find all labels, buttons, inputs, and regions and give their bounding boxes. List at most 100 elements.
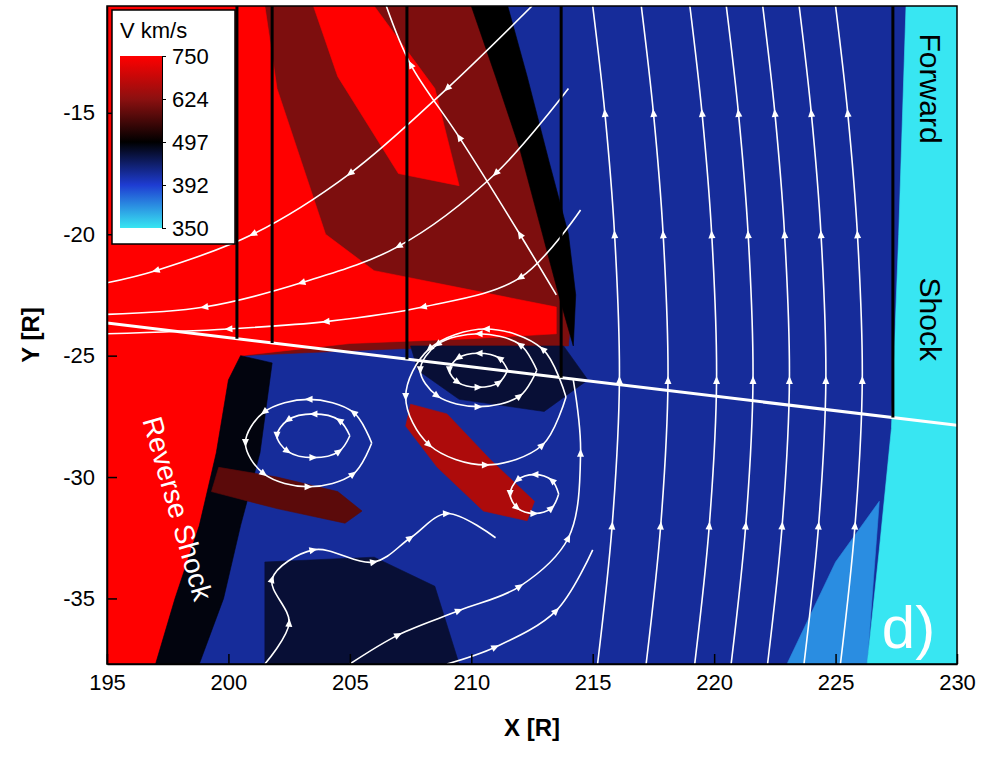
annotation: Forward — [914, 34, 947, 144]
colorbar-box — [112, 10, 235, 244]
x-tick-mark — [350, 654, 352, 664]
x-tick-label: 195 — [89, 670, 126, 695]
cut-line — [235, 6, 238, 339]
plot-area — [107, 6, 957, 664]
x-tick: 210 — [453, 654, 490, 695]
x-axis-line — [108, 664, 958, 666]
y-axis-line — [107, 7, 109, 665]
colorbar-tick-label: 750 — [172, 44, 209, 69]
x-tick: 205 — [332, 654, 369, 695]
contour-region — [867, 6, 957, 664]
x-tick-mark — [471, 654, 473, 664]
colorbar-tick-mark — [162, 185, 166, 186]
colorbar-tick: 497 — [162, 130, 209, 155]
colorbar-tick-label: 350 — [172, 216, 209, 241]
y-tick-label: -30 — [63, 465, 95, 490]
contour-region — [313, 6, 459, 186]
x-tick-label: 205 — [332, 670, 369, 695]
trajectory-line — [107, 323, 957, 425]
y-axis-title: Y [R] — [17, 307, 44, 363]
x-tick: 225 — [818, 654, 855, 695]
streamline — [836, 6, 863, 664]
streamline — [406, 329, 566, 465]
y-tick-mark — [107, 477, 117, 479]
x-tick-label: 210 — [453, 670, 490, 695]
contour-region — [211, 467, 362, 523]
plot-frame — [107, 6, 957, 664]
x-tick-label: 215 — [575, 670, 612, 695]
cut-line — [891, 6, 894, 418]
cut-line — [405, 6, 408, 359]
streamline — [386, 6, 556, 295]
x-tick-label: 220 — [696, 670, 733, 695]
streamline — [726, 6, 753, 664]
x-axis: 195 200 205 210 215 220 225 230 — [89, 654, 976, 695]
colorbar-tick-mark — [162, 56, 166, 57]
colorbar-tick-label: 497 — [172, 130, 209, 155]
x-tick-label: 200 — [211, 670, 248, 695]
streamline — [447, 550, 593, 664]
x-tick-label: 230 — [939, 670, 976, 695]
x-tick-mark — [592, 654, 594, 664]
chart: 195 200 205 210 215 220 225 230 -15 -20 -25 -30 -35 X… — [0, 0, 987, 771]
contour-region — [787, 501, 879, 664]
annotation: d) — [882, 594, 935, 661]
streamline — [107, 210, 581, 334]
colorbar: V km/s750 624 497 392 350 — [112, 10, 235, 244]
colorbar-tick: 392 — [162, 173, 209, 198]
x-tick-mark — [835, 654, 837, 664]
streamline — [510, 475, 559, 514]
streamline — [420, 334, 537, 407]
annotations: ForwardShockReverse Shockd) — [136, 34, 946, 662]
colorbar-tick: 624 — [162, 87, 209, 112]
x-tick-mark — [714, 654, 716, 664]
y-tick: -30 — [63, 465, 117, 490]
cut-line — [271, 6, 274, 343]
y-tick: -20 — [63, 222, 117, 247]
x-tick: 215 — [575, 654, 612, 695]
y-tick-label: -15 — [63, 100, 95, 125]
contour-region — [107, 6, 573, 664]
streamline — [245, 399, 371, 486]
colorbar-axis: 750 624 497 392 350 — [162, 44, 209, 241]
colorbar-bar — [120, 56, 162, 228]
y-tick: -25 — [63, 343, 117, 368]
colorbar-tick-mark — [162, 228, 166, 229]
y-axis: -15 -20 -25 -30 -35 — [63, 7, 117, 665]
colorbar-tick-mark — [162, 99, 166, 100]
annotation: Shock — [914, 278, 947, 362]
colorbar-title: V km/s — [120, 18, 187, 43]
y-tick-label: -35 — [63, 586, 95, 611]
x-tick-mark — [228, 654, 230, 664]
colorbar-tick-label: 392 — [172, 173, 209, 198]
cut-line — [560, 6, 563, 378]
colorbar-tick-label: 624 — [172, 87, 209, 112]
colorbar-tick: 750 — [162, 44, 209, 69]
streamline — [799, 6, 826, 664]
x-axis-title: X [R] — [504, 714, 560, 741]
y-tick: -35 — [63, 586, 117, 611]
streamline — [641, 6, 668, 664]
x-tick: 220 — [696, 654, 733, 695]
contour-region — [107, 6, 957, 664]
y-tick-label: -25 — [63, 343, 95, 368]
contour-region — [107, 6, 556, 664]
streamline — [277, 414, 350, 458]
streamline — [763, 6, 790, 664]
streamline — [107, 6, 532, 283]
x-tick: 200 — [211, 654, 248, 695]
y-tick: -15 — [63, 100, 117, 125]
y-tick-label: -20 — [63, 222, 95, 247]
x-tick-label: 225 — [818, 670, 855, 695]
contour-region — [406, 404, 535, 521]
streamline — [593, 6, 620, 664]
streamline — [690, 6, 717, 664]
y-tick-mark — [107, 355, 117, 357]
colorbar-tick-mark — [162, 142, 166, 143]
colorbar-tick: 350 — [162, 216, 209, 241]
streamline — [265, 513, 496, 664]
y-tick-mark — [107, 598, 117, 600]
x-tick: 230 — [939, 654, 976, 695]
contour-region — [265, 557, 459, 664]
streamline — [350, 380, 581, 664]
